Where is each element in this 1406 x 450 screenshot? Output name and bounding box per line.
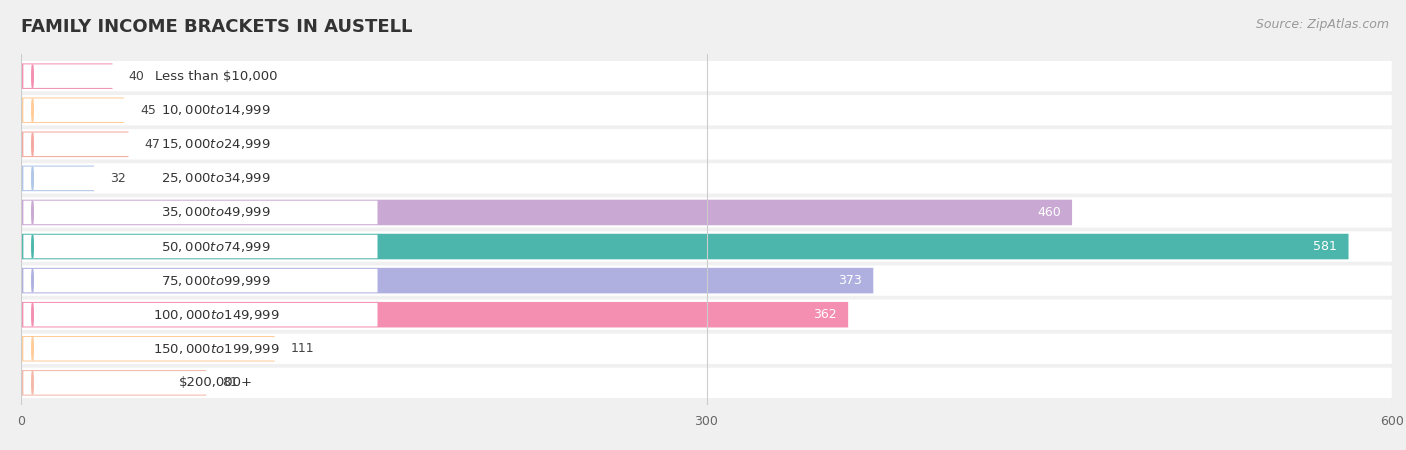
FancyBboxPatch shape: [24, 235, 377, 258]
Circle shape: [32, 201, 34, 224]
FancyBboxPatch shape: [21, 336, 274, 361]
Circle shape: [32, 235, 34, 258]
FancyBboxPatch shape: [21, 266, 1392, 296]
FancyBboxPatch shape: [24, 303, 377, 326]
FancyBboxPatch shape: [21, 95, 1392, 126]
FancyBboxPatch shape: [21, 61, 1392, 91]
Text: 373: 373: [838, 274, 862, 287]
Circle shape: [32, 269, 34, 292]
FancyBboxPatch shape: [21, 268, 873, 293]
FancyBboxPatch shape: [24, 269, 377, 292]
Circle shape: [32, 371, 34, 394]
Circle shape: [32, 133, 34, 156]
FancyBboxPatch shape: [21, 368, 1392, 398]
FancyBboxPatch shape: [21, 370, 207, 396]
FancyBboxPatch shape: [24, 371, 377, 395]
Text: 40: 40: [128, 70, 145, 83]
Text: $50,000 to $74,999: $50,000 to $74,999: [162, 239, 271, 253]
Text: 32: 32: [110, 172, 127, 185]
FancyBboxPatch shape: [24, 99, 377, 122]
Text: Source: ZipAtlas.com: Source: ZipAtlas.com: [1256, 18, 1389, 31]
Circle shape: [32, 65, 34, 88]
Text: FAMILY INCOME BRACKETS IN AUSTELL: FAMILY INCOME BRACKETS IN AUSTELL: [21, 18, 412, 36]
Text: 362: 362: [813, 308, 837, 321]
Text: $10,000 to $14,999: $10,000 to $14,999: [162, 103, 271, 117]
FancyBboxPatch shape: [21, 302, 848, 328]
FancyBboxPatch shape: [24, 201, 377, 224]
FancyBboxPatch shape: [24, 166, 377, 190]
Text: 460: 460: [1036, 206, 1060, 219]
Text: $15,000 to $24,999: $15,000 to $24,999: [162, 137, 271, 151]
FancyBboxPatch shape: [21, 163, 1392, 194]
Text: $35,000 to $49,999: $35,000 to $49,999: [162, 206, 271, 220]
Text: $150,000 to $199,999: $150,000 to $199,999: [153, 342, 280, 356]
Text: 47: 47: [145, 138, 160, 151]
FancyBboxPatch shape: [21, 98, 124, 123]
FancyBboxPatch shape: [21, 333, 1392, 364]
Circle shape: [32, 167, 34, 190]
FancyBboxPatch shape: [24, 64, 377, 88]
FancyBboxPatch shape: [21, 200, 1073, 225]
FancyBboxPatch shape: [21, 234, 1348, 259]
FancyBboxPatch shape: [21, 131, 128, 157]
FancyBboxPatch shape: [24, 337, 377, 360]
FancyBboxPatch shape: [21, 129, 1392, 159]
Text: 45: 45: [141, 104, 156, 117]
FancyBboxPatch shape: [24, 133, 377, 156]
Text: $25,000 to $34,999: $25,000 to $34,999: [162, 171, 271, 185]
FancyBboxPatch shape: [21, 63, 112, 89]
Text: $75,000 to $99,999: $75,000 to $99,999: [162, 274, 271, 288]
Text: 111: 111: [291, 342, 315, 355]
Text: 81: 81: [222, 376, 238, 389]
Text: $100,000 to $149,999: $100,000 to $149,999: [153, 308, 280, 322]
FancyBboxPatch shape: [21, 166, 94, 191]
FancyBboxPatch shape: [21, 231, 1392, 262]
FancyBboxPatch shape: [21, 300, 1392, 330]
FancyBboxPatch shape: [21, 197, 1392, 228]
Text: 581: 581: [1313, 240, 1337, 253]
Circle shape: [32, 99, 34, 122]
Text: $200,000+: $200,000+: [179, 376, 253, 389]
Circle shape: [32, 338, 34, 360]
Circle shape: [32, 303, 34, 326]
Text: Less than $10,000: Less than $10,000: [155, 70, 277, 83]
